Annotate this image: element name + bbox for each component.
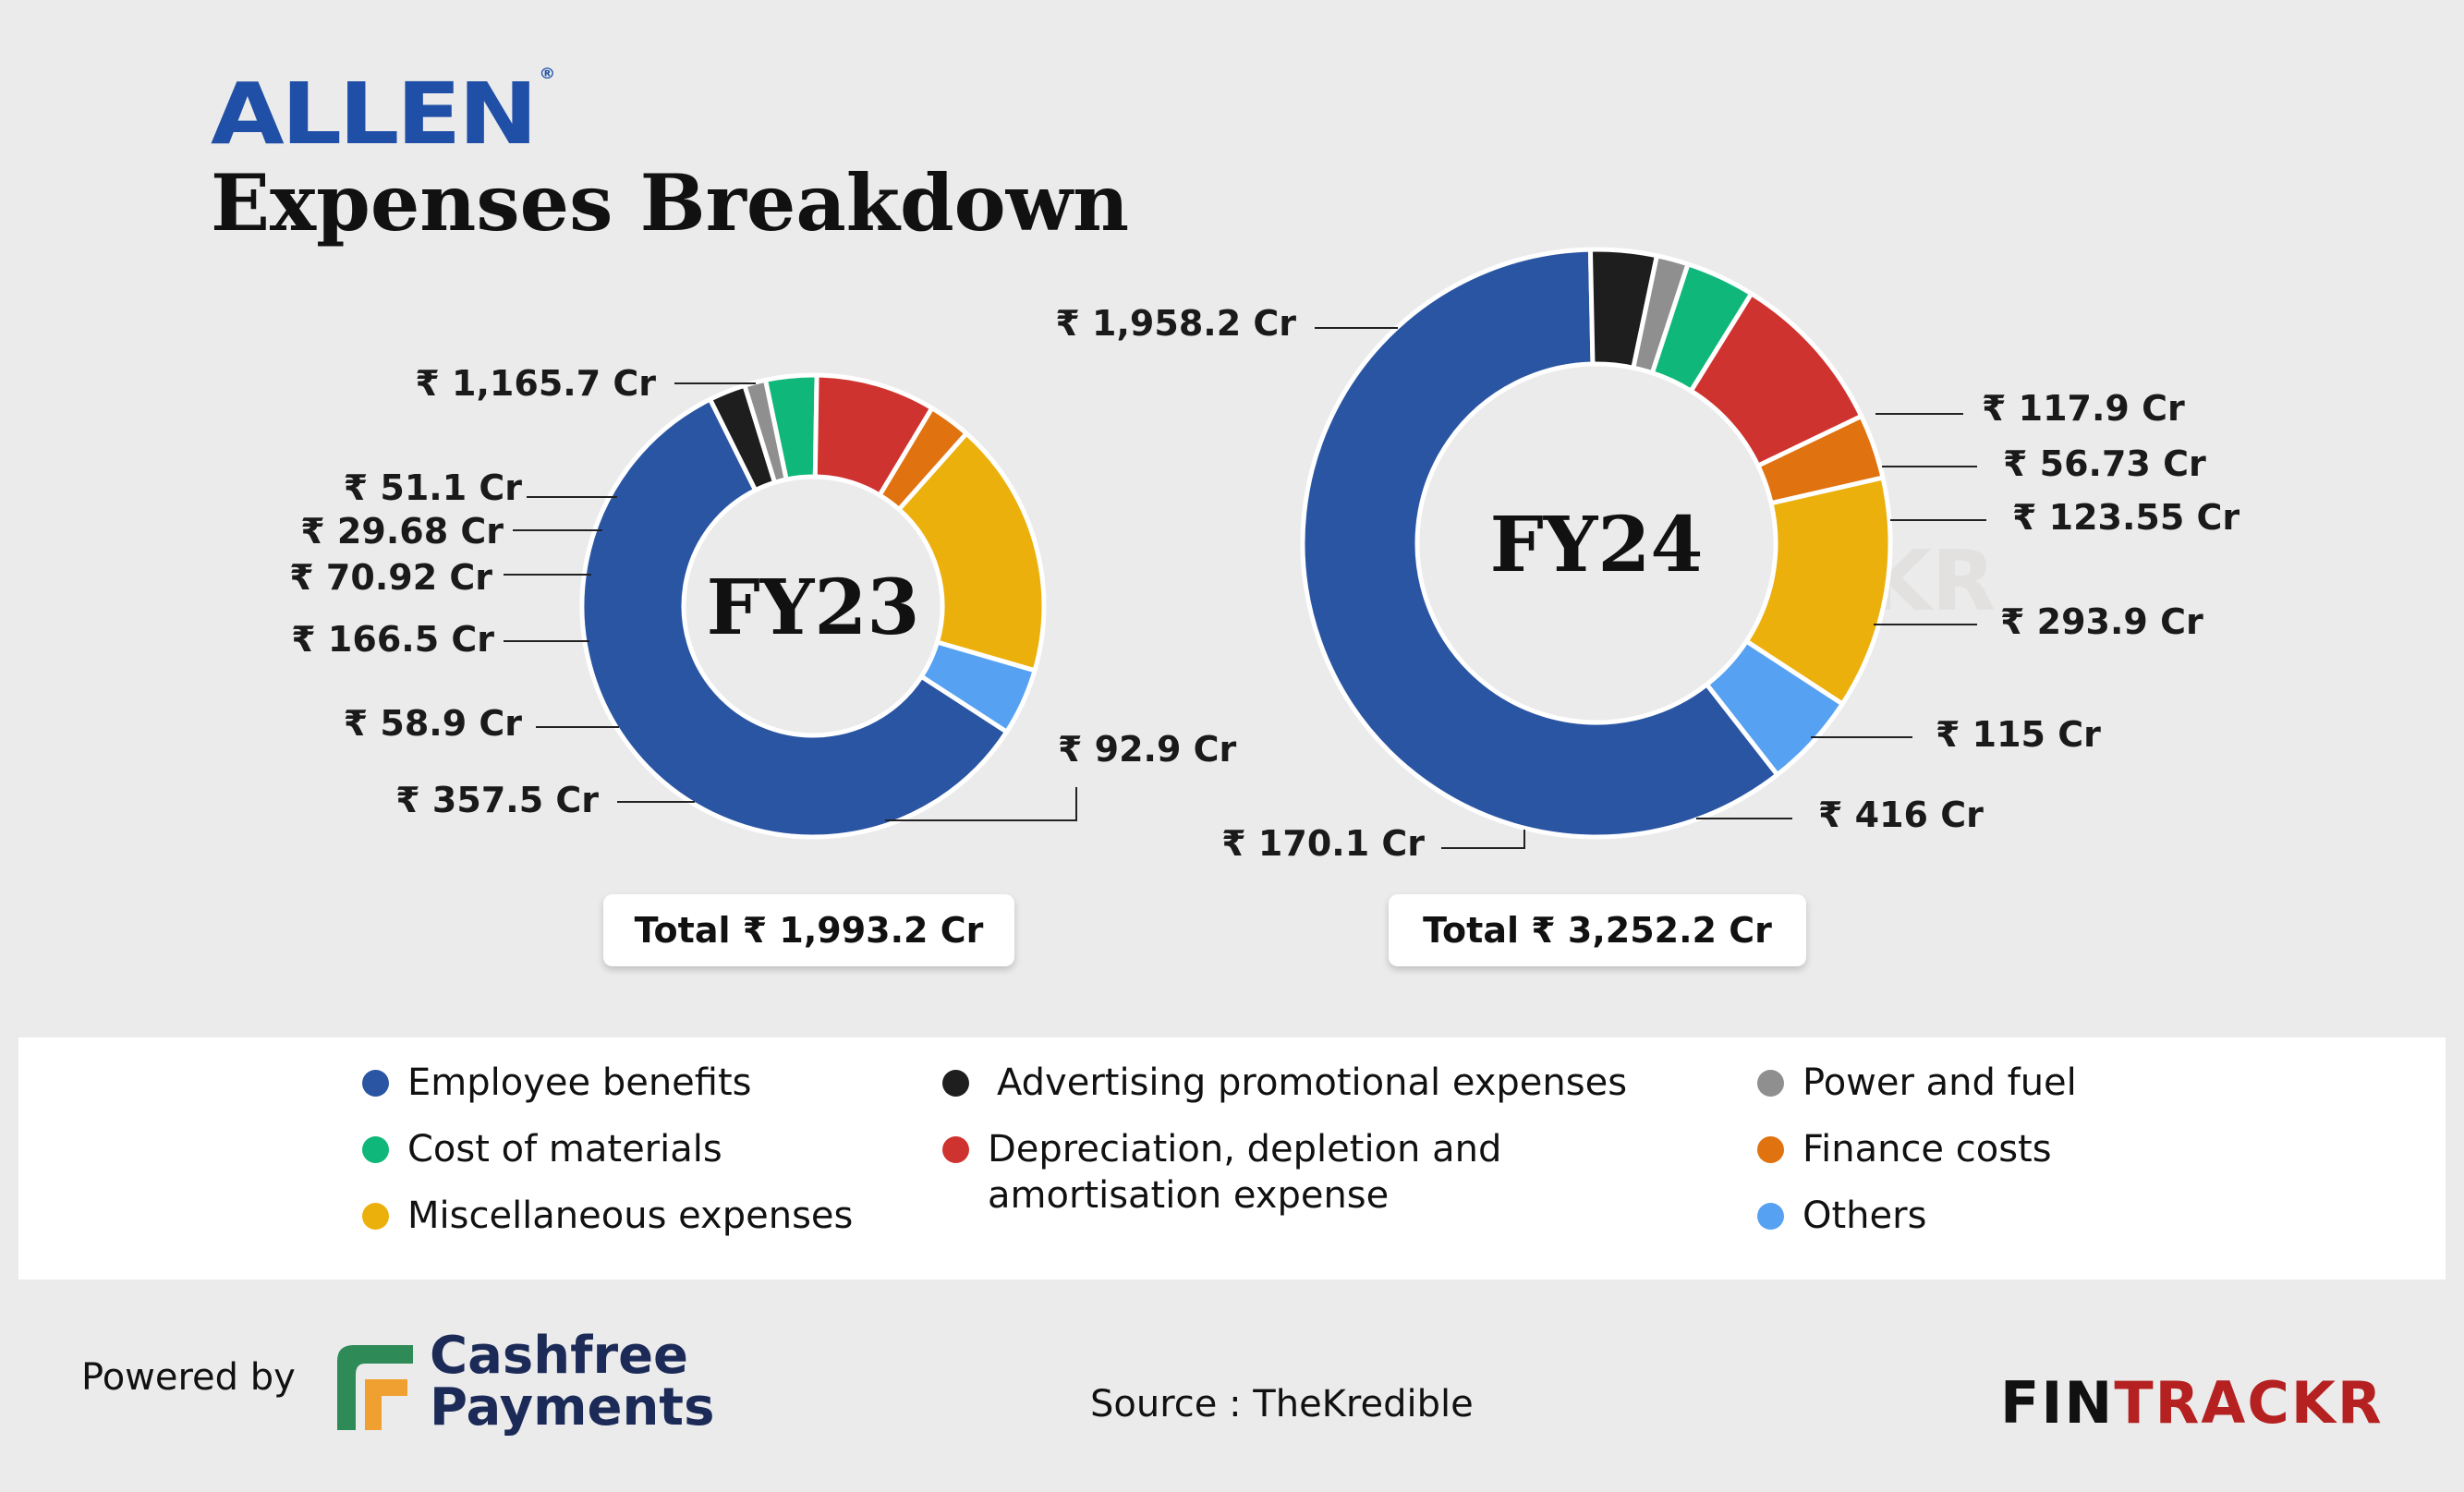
fintrackr-logo-part1: FIN	[2000, 1369, 2115, 1437]
fintrackr-logo-part2: TRACKR	[2114, 1369, 2384, 1437]
data-label: ₹ 115 Cr	[1936, 714, 2101, 755]
donut-center-label: FY24	[1490, 501, 1704, 589]
data-label: ₹ 51.1 Cr	[344, 467, 523, 508]
legend-item-depreciation: Depreciation, depletion and amortisation…	[942, 1126, 1501, 1219]
legend-dot-icon	[1757, 1203, 1784, 1230]
allen-logo: ALLEN ®	[211, 65, 555, 164]
fy23-total-label: Total ₹ 1,993.2 Cr	[634, 910, 984, 951]
donut-slice	[896, 431, 1047, 673]
legend-item-advertising: Advertising promotional expenses	[942, 1060, 1627, 1106]
data-label: ₹ 70.92 Cr	[289, 557, 492, 598]
legend-dot-icon	[362, 1203, 389, 1230]
data-label: ₹ 56.73 Cr	[2003, 443, 2206, 484]
legend-dot-icon	[942, 1136, 969, 1163]
page-title: Expenses Breakdown	[211, 157, 1130, 249]
data-label: ₹ 58.9 Cr	[344, 703, 523, 744]
legend-item-finance-costs: Finance costs	[1757, 1126, 2052, 1172]
fintrackr-logo: FINTRACKR	[2000, 1369, 2384, 1437]
source-label: Source : TheKredible	[1090, 1383, 1474, 1425]
cashfree-logo-icon	[337, 1345, 413, 1430]
legend-label: Cost of materials	[407, 1128, 722, 1171]
donut-center-label: FY23	[707, 564, 920, 652]
legend-label: Advertising promotional expenses	[997, 1061, 1628, 1104]
donut-charts: CKR FY23₹ 1,165.7 Cr₹ 51.1 Cr₹ 29.68 Cr₹…	[289, 247, 2239, 864]
data-label: ₹ 166.5 Cr	[291, 619, 494, 660]
fy23-total-badge: Total ₹ 1,993.2 Cr	[603, 894, 1014, 966]
allen-logo-text: ALLEN	[211, 65, 538, 164]
donut-fy24: FY24 ₹ 1,958.2 Cr ₹ 117.9 Cr ₹ 56.73 Cr ₹ 12…	[1055, 247, 2239, 864]
legend-item-miscellaneous: Miscellaneous expenses	[362, 1193, 853, 1239]
callout-line	[1441, 830, 1525, 849]
data-label: ₹ 1,958.2 Cr	[1055, 303, 1296, 344]
legend-item-others: Others	[1757, 1193, 1926, 1239]
legend-label: Finance costs	[1802, 1128, 2052, 1171]
legend-dot-icon	[1757, 1070, 1784, 1097]
donut-slice	[918, 639, 1038, 734]
legend-dot-icon	[362, 1136, 389, 1163]
fy24-total-label: Total ₹ 3,252.2 Cr	[1423, 910, 1772, 951]
legend-dot-icon	[362, 1070, 389, 1097]
legend-item-power-fuel: Power and fuel	[1757, 1060, 2077, 1106]
data-label: ₹ 416 Cr	[1818, 795, 1984, 835]
legend-label: Others	[1802, 1195, 1927, 1237]
donut-fy23: FY23 ₹ 1,165.7 Cr ₹ 51.1 Cr₹ 29.68 Cr ₹ 70.…	[289, 363, 1237, 840]
legend-dot-icon	[1757, 1136, 1784, 1163]
legend: Employee benefits Advertising promotiona…	[18, 1037, 2446, 1280]
powered-by-label: Powered by	[81, 1356, 296, 1399]
donut-slice	[1300, 247, 1780, 840]
data-label: ₹ 123.55 Cr	[2012, 497, 2239, 538]
legend-label: Power and fuel	[1802, 1061, 2077, 1104]
data-label: ₹ 92.9 Cr	[1058, 729, 1237, 770]
fy24-total-badge: Total ₹ 3,252.2 Cr	[1389, 894, 1806, 966]
legend-label: Employee benefits	[407, 1061, 752, 1104]
legend-label: Miscellaneous expenses	[407, 1195, 854, 1237]
legend-dot-icon	[942, 1070, 969, 1097]
cashfree-name: Cashfree Payments	[430, 1326, 715, 1437]
legend-item-cost-of-materials: Cost of materials	[362, 1126, 722, 1172]
registered-mark: ®	[539, 65, 556, 82]
donut-slice	[579, 396, 1010, 840]
legend-label: Depreciation, depletion and amortisation…	[988, 1128, 1502, 1217]
data-label: ₹ 1,165.7 Cr	[415, 363, 656, 404]
data-label: ₹ 29.68 Cr	[300, 511, 504, 552]
legend-item-employee-benefits: Employee benefits	[362, 1060, 752, 1106]
donut-slice	[1704, 638, 1845, 778]
data-label: ₹ 293.9 Cr	[2000, 601, 2203, 642]
data-label: ₹ 357.5 Cr	[395, 780, 599, 820]
data-label: ₹ 117.9 Cr	[1982, 388, 2185, 429]
data-label: ₹ 170.1 Cr	[1221, 823, 1425, 864]
callout-line	[885, 787, 1077, 821]
